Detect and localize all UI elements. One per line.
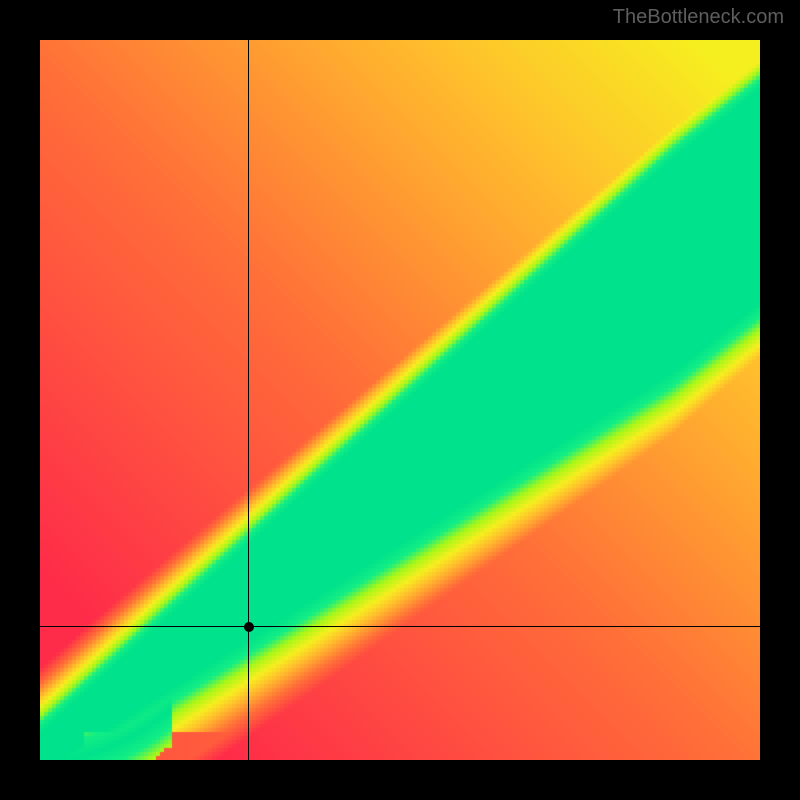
crosshair-vertical xyxy=(248,40,249,760)
watermark-text: TheBottleneck.com xyxy=(613,6,784,29)
crosshair-horizontal xyxy=(40,626,760,627)
crosshair-marker xyxy=(244,622,254,632)
chart-frame: TheBottleneck.com xyxy=(0,0,800,800)
heatmap-canvas xyxy=(40,40,760,760)
